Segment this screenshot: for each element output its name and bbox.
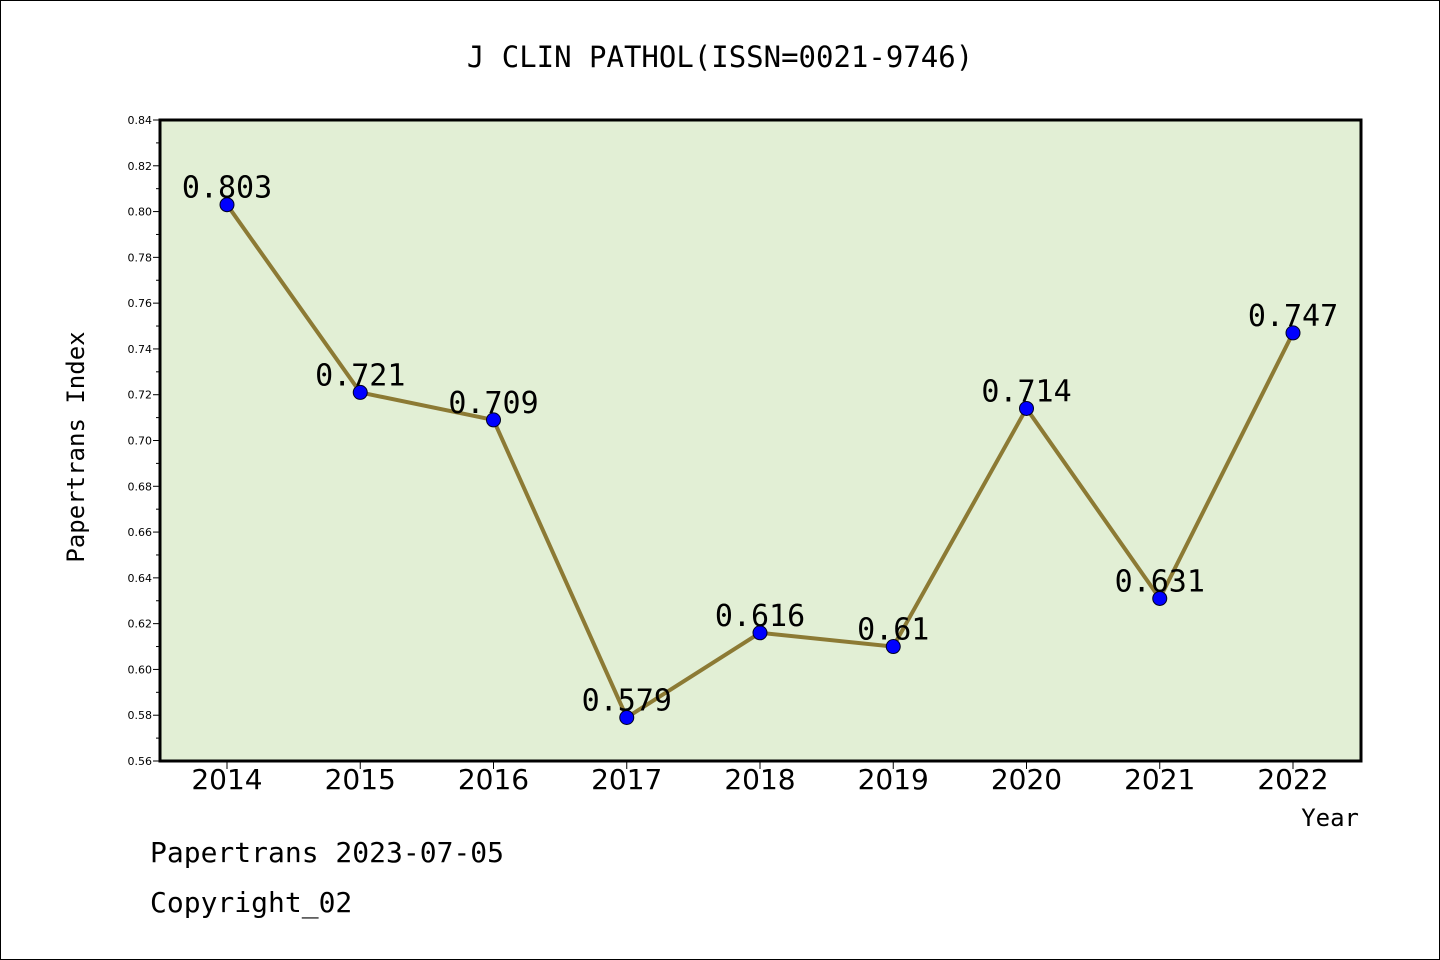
y-tick-label: 0.62 — [128, 618, 153, 631]
data-label: 0.747 — [1248, 299, 1338, 334]
x-tick-label: 2021 — [1124, 763, 1195, 796]
y-axis-ticks: 0.56 0.58 0.60 0.62 0.64 0.66 0.68 0.70 0.72 0.74… — [128, 114, 160, 768]
x-axis-label: Year — [1301, 804, 1359, 832]
y-tick-label: 0.74 — [128, 343, 153, 356]
data-label: 0.631 — [1115, 564, 1205, 599]
y-tick-label: 0.64 — [128, 572, 153, 585]
x-tick-label: 2016 — [458, 763, 529, 796]
data-label: 0.714 — [981, 374, 1071, 409]
footer-copyright: Copyright_02 — [150, 886, 353, 919]
series-points — [219, 197, 1301, 726]
x-tick-label: 2020 — [991, 763, 1062, 796]
y-tick-label: 0.56 — [128, 755, 153, 768]
data-label: 0.709 — [448, 386, 538, 421]
data-point — [885, 639, 901, 655]
x-tick-label: 2017 — [591, 763, 662, 796]
y-tick-label: 0.84 — [128, 114, 153, 127]
y-tick-label: 0.80 — [128, 206, 153, 219]
x-tick-label: 2015 — [325, 763, 396, 796]
x-axis-ticks: 2014 2015 2016 2017 2018 2019 2020 2021 2022 — [191, 761, 1329, 796]
x-tick-label: 2014 — [191, 763, 262, 796]
plot-area — [158, 118, 1363, 763]
x-tick-label: 2022 — [1257, 763, 1328, 796]
data-point — [1285, 325, 1301, 341]
chart-title: J CLIN PATHOL(ISSN=0021-9746) — [467, 40, 973, 74]
y-tick-label: 0.82 — [128, 160, 153, 173]
data-label: 0.616 — [715, 599, 805, 634]
y-tick-label: 0.78 — [128, 251, 153, 264]
y-axis-label: Papertrans Index — [62, 331, 90, 562]
y-tick-label: 0.70 — [128, 435, 153, 448]
y-tick-label: 0.60 — [128, 663, 153, 676]
data-label: 0.579 — [582, 684, 672, 719]
y-tick-label: 0.68 — [128, 480, 153, 493]
data-label: 0.61 — [857, 613, 929, 648]
y-tick-label: 0.66 — [128, 526, 153, 539]
data-point — [352, 384, 368, 400]
y-tick-label: 0.76 — [128, 297, 153, 310]
footer-date: Papertrans 2023-07-05 — [150, 836, 505, 869]
data-point — [1152, 590, 1168, 606]
x-tick-label: 2018 — [724, 763, 795, 796]
data-point — [1019, 400, 1034, 416]
data-point — [752, 625, 768, 641]
data-label: 0.721 — [315, 358, 405, 393]
y-tick-label: 0.72 — [128, 389, 153, 402]
y-tick-label: 0.58 — [128, 709, 153, 722]
data-point — [619, 710, 635, 726]
data-point — [486, 412, 501, 428]
data-point — [219, 197, 235, 213]
data-labels: 0.803 0.721 0.709 0.579 0.616 0.61 0.714 0.631 0… — [182, 171, 1338, 719]
data-label: 0.803 — [182, 171, 272, 206]
x-tick-label: 2019 — [858, 763, 929, 796]
